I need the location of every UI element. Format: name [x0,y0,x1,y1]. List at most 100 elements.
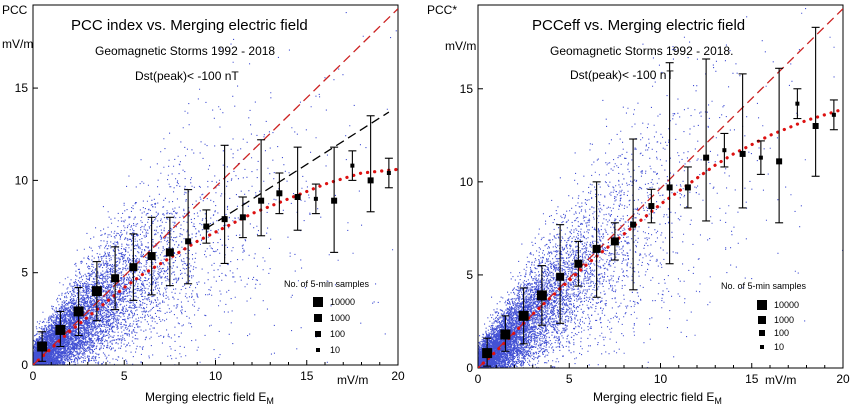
mean-marker [221,216,228,223]
x-axis-unit: mV/m [765,373,796,387]
y-tick-label: 5 [466,268,473,282]
scatter-cloud [478,8,843,368]
binned-mean [500,315,511,352]
legend-marker [758,316,766,324]
x-axis-label: Merging electric field EM [145,390,274,404]
binned-mean [129,233,138,301]
mean-marker [185,238,192,245]
binned-mean [184,189,193,285]
binned-mean [202,209,211,244]
x-tick-label: 10 [209,369,223,383]
binned-mean [55,310,66,348]
legend-label: 1000 [330,313,350,323]
mean-marker [648,203,655,210]
x-axis-label-main: Merging electric field E [145,390,266,404]
y-tick-label: 5 [21,266,28,280]
saturation-fit-curve [33,167,398,365]
binned-mean [330,146,339,253]
mean-marker [703,154,710,161]
mean-marker [776,158,783,165]
alt-fit-line [206,111,390,229]
mean-marker [795,101,800,106]
mean-marker [556,272,565,281]
binned-mean [238,196,247,239]
binned-mean [311,183,320,215]
legend-label: 100 [330,329,345,339]
legend-label: 10000 [774,300,799,310]
binned-mean [811,26,820,177]
mean-marker [350,163,355,168]
y-axis-label: PCC* [427,3,457,17]
chart-panel-left: 0 5 10 15 20 0 5 10 15 PCC index vs. Merging ele… [2,3,405,404]
binned-mean [91,261,102,322]
binned-mean [73,286,84,337]
saturation-fit-curve [478,107,843,368]
legend-label: 1000 [774,315,794,325]
binned-mean [720,132,729,168]
mean-marker [147,252,156,261]
legend-marker [314,314,322,322]
binned-mean [147,216,156,296]
legend-marker [760,345,764,349]
x-tick-label: 0 [30,369,37,383]
mean-marker [129,263,138,272]
binned-mean [348,150,357,181]
binned-mean [574,240,583,287]
y-tick-label: 15 [15,81,29,95]
x-tick-label: 20 [836,372,850,386]
x-tick-label: 20 [391,369,405,383]
mean-marker [722,148,727,153]
mean-marker [574,259,583,268]
binned-mean [518,287,529,345]
binned-mean [275,172,284,215]
legend-label: 100 [774,328,789,338]
mean-marker [739,150,746,157]
y-tick-label: 0 [466,361,473,375]
legend: 10000 1000 100 10 [313,297,355,355]
mean-marker [294,194,301,200]
mean-marker [518,310,529,321]
chart-subtitle-1: Geomagnetic Storms 1992 - 2018. [550,44,733,58]
mean-marker [258,197,265,204]
mean-marker [367,177,374,184]
binned-mean [610,222,619,261]
binned-mean [536,265,547,326]
legend-label: 10 [774,342,784,352]
legend-title: No. of 5-min samples [284,279,370,289]
y-tick-label: 10 [15,173,29,187]
x-axis-label-main: Merging electric field E [593,390,714,404]
x-tick-label: 0 [475,372,482,386]
mean-marker [812,123,819,129]
mean-marker [610,237,619,246]
mean-marker [666,184,673,191]
binned-mean [829,99,838,131]
mean-marker [203,223,210,230]
binned-mean [257,139,266,237]
mean-marker [536,290,547,301]
mean-marker [111,274,120,283]
legend: 10000 1000 100 10 [757,300,799,352]
y-axis-unit: mV/m [445,39,476,53]
mean-marker [831,112,836,117]
binned-mean [665,62,674,265]
mean-marker [331,197,338,204]
chart-subtitle-1: Geomagnetic Storms 1992 - 2018 [95,44,275,58]
chart-title: PCC index vs. Merging electric field [71,17,308,34]
mean-marker [73,306,84,317]
chart-title: PCCeff vs. Merging electric field [532,17,745,34]
y-tick-label: 0 [21,358,28,372]
binned-mean [702,58,711,222]
binned-mean [793,88,802,120]
x-tick-label: 15 [300,369,314,383]
scatter-points [478,8,843,368]
mean-marker [630,221,637,228]
binned-mean [683,166,692,209]
binned-mean [165,216,174,287]
mean-marker [684,184,691,191]
x-tick-label: 5 [121,369,128,383]
binned-mean [738,73,747,209]
binned-mean [647,188,656,224]
mean-marker [91,286,102,297]
mean-marker [592,244,601,253]
y-tick-label: 15 [460,82,474,96]
